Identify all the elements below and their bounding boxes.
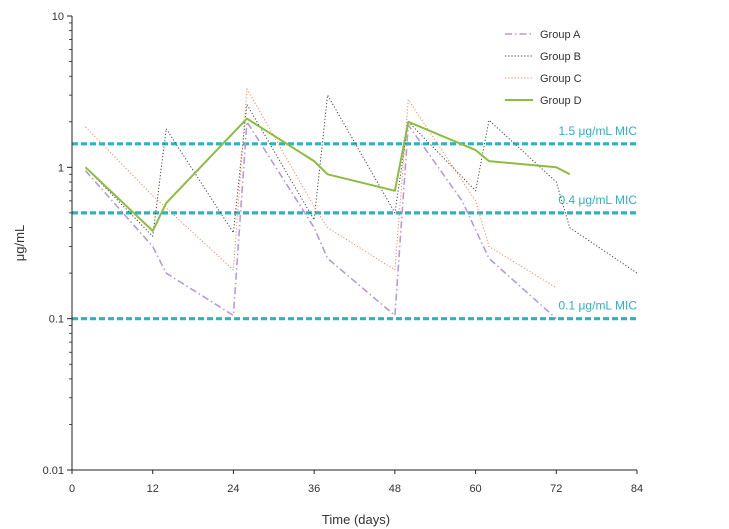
y-tick-label: 10 <box>52 11 64 23</box>
series-line-0 <box>84 121 557 320</box>
reference-lines: 1.5 μg/mL MIC 0.4 μg/mL MIC 0.1 μg/mL MIC <box>72 124 638 321</box>
x-tick-label: 84 <box>631 483 643 495</box>
y-tick-label: 1 <box>58 162 64 174</box>
y-ticks: 0.01 0.1 1 10 <box>43 11 72 477</box>
legend-label-0: Group A <box>540 29 581 41</box>
series-line-2 <box>85 88 557 289</box>
legend-label-1: Group B <box>540 51 581 63</box>
x-tick-label: 60 <box>469 483 481 495</box>
x-tick-label: 72 <box>550 483 562 495</box>
axes <box>71 16 637 471</box>
x-tick-label: 0 <box>69 483 75 495</box>
series-line-3 <box>84 117 571 232</box>
series-line-1 <box>85 94 638 274</box>
legend: Group A Group B Group C Group D <box>505 29 582 107</box>
x-tick-label: 12 <box>147 483 159 495</box>
y-axis-label: μg/mL <box>12 225 27 261</box>
y-tick-label: 0.1 <box>49 314 64 326</box>
x-tick-label: 24 <box>227 483 239 495</box>
y-tick-label: 0.01 <box>43 465 64 477</box>
series-lines <box>84 88 638 320</box>
mic-label-2: 0.1 μg/mL MIC <box>559 299 638 313</box>
legend-label-3: Group D <box>540 95 582 107</box>
legend-label-2: Group C <box>540 73 582 85</box>
x-tick-label: 36 <box>308 483 320 495</box>
x-ticks: 0 12 24 36 48 60 72 84 <box>69 470 643 495</box>
mic-label-0: 1.5 μg/mL MIC <box>559 124 638 138</box>
x-tick-label: 48 <box>389 483 401 495</box>
x-axis-label: Time (days) <box>322 512 390 527</box>
mic-label-1: 0.4 μg/mL MIC <box>559 193 638 207</box>
